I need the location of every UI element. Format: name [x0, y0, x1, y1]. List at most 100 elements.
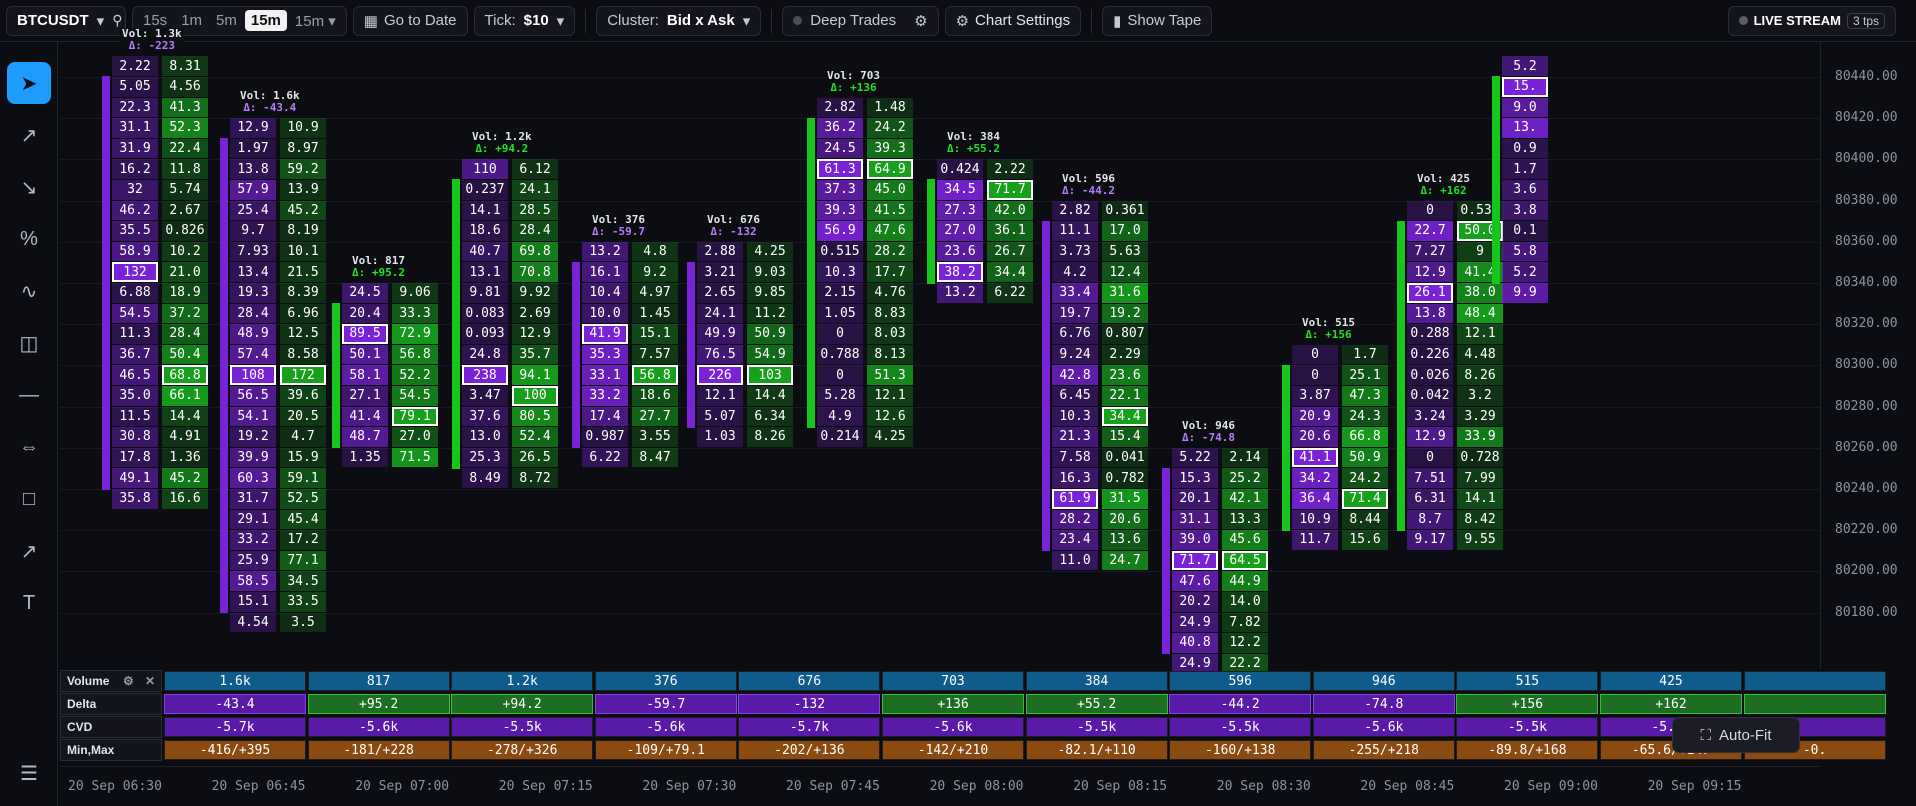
bid-cell: 12.9	[230, 118, 276, 138]
live-stream-indicator[interactable]: LIVE STREAM 3 tps	[1727, 5, 1896, 36]
bid-cell: 2.82	[1052, 200, 1098, 221]
bid-cell: 3.8	[1502, 200, 1548, 221]
pulse-icon[interactable]: ∿	[20, 280, 38, 303]
ask-cell: 52.2	[392, 365, 438, 385]
bid-cell: 0.042	[1407, 386, 1453, 406]
bid-cell: 11.7	[1292, 530, 1338, 550]
bid-cell: 34.2	[1292, 468, 1338, 488]
chevron-down-icon: ▾	[96, 12, 105, 30]
ask-cell: 19.2	[1102, 303, 1148, 324]
ask-cell: 4.48	[1457, 344, 1503, 365]
close-icon[interactable]: ✕	[145, 674, 156, 688]
ask-cell: 71.7	[987, 180, 1033, 200]
candle-body	[927, 179, 935, 284]
timeframe-15s[interactable]: 15s	[143, 12, 168, 29]
ask-cell: 47.6	[867, 221, 913, 241]
footprint-chart[interactable]: 2.22 5.05 22.3 31.1 31.9 16.2 32 46.2 35.5 58.9 13…	[60, 28, 1820, 674]
trend-down-icon[interactable]: ↘	[20, 176, 38, 199]
volume-cell: 946	[1312, 671, 1455, 691]
bid-cell: 31.7	[230, 489, 276, 509]
bid-cell: 37.3	[817, 180, 863, 200]
cvd-row: CVD -5.7k -5.6k -5.5k -5.6k -5.7k -5.6k -5.5k -…	[60, 716, 1886, 738]
search-icon[interactable]: ⚲	[112, 12, 123, 28]
timeframe-15m[interactable]: 15m	[244, 10, 287, 31]
deep-trades-toggle[interactable]: Deep Trades ⚙	[782, 5, 939, 36]
delta-cell: +136	[882, 694, 1024, 714]
rectangle-icon[interactable]: □	[22, 487, 36, 510]
bid-cell: 27.0	[937, 221, 983, 241]
volume-delta-label: Vol: 376 Δ: -59.7	[590, 212, 647, 238]
ask-cell: 3.55	[632, 427, 678, 447]
ask-cell: 0.041	[1102, 447, 1148, 468]
bid-cell: 19.2	[230, 427, 276, 447]
delta-cell: -74.8	[1312, 694, 1455, 714]
delta-cell: -43.4	[164, 694, 306, 714]
ask-cell: 64.5	[1222, 550, 1268, 571]
candle-volume: Vol: 376	[592, 212, 645, 226]
ask-cell: 94.1	[512, 365, 558, 385]
cluster-selector[interactable]: Cluster: Bid x Ask ▾	[596, 5, 762, 36]
live-stream-label: LIVE STREAM	[1753, 13, 1841, 28]
price-axis[interactable]: 80440.00 80420.00 80400.00 80380.00 80360.00…	[1820, 42, 1916, 669]
bid-cell: 58.1	[342, 365, 388, 385]
bid-cell: 13.2	[582, 241, 628, 262]
bid-cell: 24.5	[817, 138, 863, 159]
bid-cell: 5.05	[112, 77, 158, 97]
bid-cell: 9.7	[230, 221, 276, 241]
gear-icon[interactable]: ⚙	[914, 12, 928, 30]
percent-icon[interactable]: %	[20, 227, 38, 250]
ask-cell: 72.9	[392, 324, 438, 344]
timeframe-dropdown[interactable]: 15m ▾	[294, 12, 336, 30]
gear-icon[interactable]: ⚙	[123, 674, 134, 688]
bid-cell: 24.9	[1172, 612, 1218, 633]
auto-fit-button[interactable]: ⛶ Auto-Fit	[1672, 717, 1800, 753]
divider	[771, 8, 773, 33]
arrow-icon[interactable]: ↗	[20, 540, 38, 563]
show-tape-button[interactable]: ▮ Show Tape	[1102, 5, 1213, 36]
cursor-tool-icon[interactable]: ➤	[7, 62, 51, 104]
chart-settings-button[interactable]: ⚙ Chart Settings	[944, 5, 1082, 36]
grid-line	[60, 571, 1820, 573]
bid-cell: 33.4	[1052, 283, 1098, 303]
tick-selector[interactable]: Tick: $10 ▾	[473, 5, 576, 36]
ask-cell: 45.4	[280, 509, 326, 530]
bid-cell: 20.4	[342, 303, 388, 324]
volume-delta-label: Vol: 1.3k Δ: -223	[120, 28, 184, 53]
text-tool-icon[interactable]: T	[22, 591, 36, 614]
horizontal-line-icon[interactable]: —	[19, 383, 39, 406]
volume-delta-label: Vol: 676 Δ: -132	[705, 213, 762, 238]
go-to-date-button[interactable]: ▦ Go to Date	[352, 5, 468, 36]
timeframe-5m[interactable]: 5m	[216, 12, 237, 29]
bid-cell: 11.1	[1052, 221, 1098, 241]
ask-cell: 0.535	[1457, 200, 1503, 221]
bid-cell: 36.4	[1292, 489, 1338, 509]
ask-cell: 16.6	[162, 489, 208, 509]
trend-up-icon[interactable]: ↗	[20, 124, 38, 147]
bid-cell: 42.8	[1052, 365, 1098, 385]
grid-line	[60, 159, 1820, 161]
measure-icon[interactable]: ⇔	[19, 435, 39, 458]
sliders-icon[interactable]: ☰	[20, 762, 38, 785]
bid-cell: 35.0	[112, 386, 158, 406]
bid-cell: 32	[112, 180, 158, 200]
timeframe-1m[interactable]: 1m	[181, 12, 203, 29]
bid-cell: 33.2	[230, 530, 276, 550]
bid-cell: 15.3	[1172, 468, 1218, 488]
ask-cell: 50.9	[1342, 447, 1388, 468]
ask-cell: 11.8	[162, 159, 208, 179]
symbol-selector[interactable]: BTCUSDT ▾ ⚲	[6, 5, 126, 36]
top-toolbar: BTCUSDT ▾ ⚲ 15s 1m 5m 15m 15m ▾ ▦ Go to …	[0, 0, 1916, 42]
bar-chart-icon[interactable]: ◫	[19, 332, 39, 355]
time-axis[interactable]: 20 Sep 06:30 20 Sep 06:45 20 Sep 07:00 20 S…	[60, 766, 1820, 806]
time-axis-label: 20 Sep 07:45	[786, 779, 880, 794]
ask-cell: 1.7	[1342, 344, 1388, 365]
ask-cell: 8.58	[280, 344, 326, 365]
bid-cell: 0.026	[1407, 365, 1453, 385]
ask-cell: 18.9	[162, 283, 208, 303]
bid-cell: 2.65	[697, 283, 743, 303]
delta-cell: +156	[1456, 694, 1599, 714]
bid-cell: 16.1	[582, 262, 628, 282]
ask-cell: 34.4	[987, 262, 1033, 282]
bid-cell: 31.9	[112, 138, 158, 159]
bid-cell: 0.237	[462, 180, 508, 200]
